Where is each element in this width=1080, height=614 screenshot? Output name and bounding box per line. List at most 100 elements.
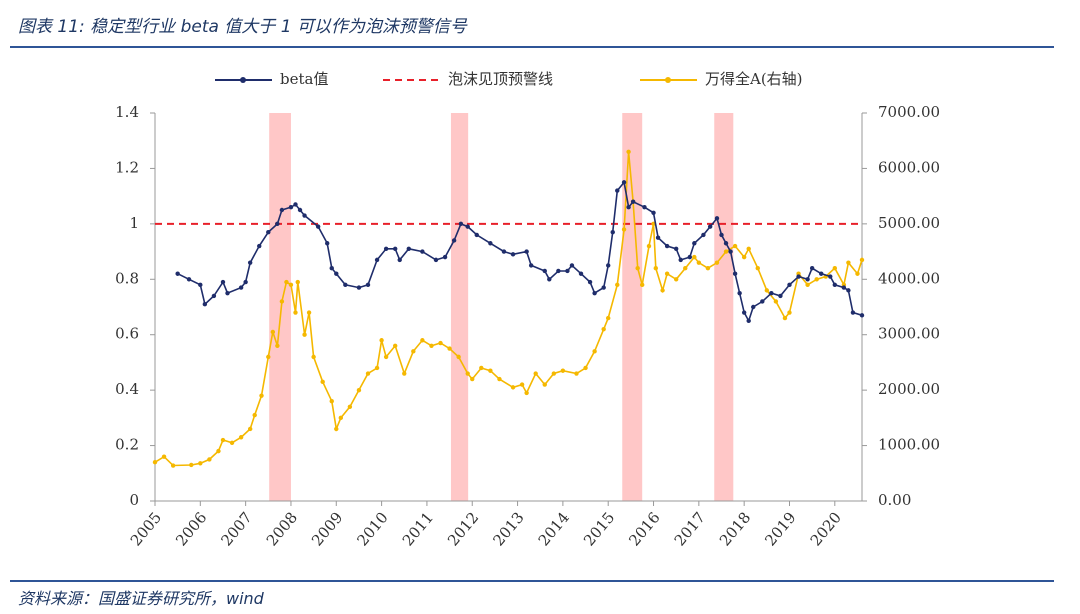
data-point (456, 354, 461, 360)
data-point (383, 246, 389, 251)
data-point (243, 279, 248, 285)
data-point (238, 435, 244, 440)
data-point (809, 266, 815, 271)
data-point (225, 290, 230, 296)
x-tick-label: 2011 (399, 509, 437, 550)
data-point (302, 213, 307, 218)
data-point (279, 207, 285, 213)
data-point (664, 243, 670, 249)
data-point (220, 437, 226, 443)
data-point (392, 246, 398, 251)
data-point (773, 299, 779, 304)
data-point (465, 224, 470, 229)
data-point (859, 313, 865, 318)
data-point (787, 282, 792, 288)
data-point (723, 249, 729, 254)
data-point (723, 241, 729, 246)
data-point (189, 462, 194, 468)
data-point (542, 268, 547, 274)
data-point (320, 379, 325, 385)
data-point (664, 271, 670, 276)
y-tick-label: 0.2 (115, 436, 139, 454)
data-point (266, 229, 271, 235)
data-point (696, 260, 702, 265)
data-point (673, 277, 679, 282)
chart: 0 0.2 0.4 0.6 0.8 1 1.2 1.4 0.00 1000.00 2000.00 30… (115, 70, 940, 550)
data-point (683, 266, 688, 271)
y2-tick-label: 7000.00 (878, 103, 940, 121)
data-point (551, 371, 557, 376)
data-point (660, 288, 665, 293)
bubble-band (622, 113, 643, 501)
data-point (855, 271, 860, 276)
data-point (202, 302, 208, 307)
data-point (288, 282, 294, 288)
data-point (805, 277, 810, 282)
data-point (687, 254, 692, 260)
data-point (626, 149, 631, 154)
data-point (374, 257, 380, 263)
data-point (343, 282, 348, 288)
source-note: 资料来源：国盛证券研究所，wind (18, 589, 264, 608)
data-point (524, 390, 529, 396)
data-point (615, 282, 620, 288)
data-point (302, 332, 307, 337)
x-tick-label: 2005 (127, 509, 165, 550)
data-point (569, 263, 575, 268)
data-point (542, 382, 547, 387)
x-tick-label: 2006 (172, 509, 210, 550)
data-point (365, 282, 371, 288)
data-point (678, 257, 683, 263)
x-tick-label: 2012 (444, 509, 482, 550)
header-rule (10, 46, 1054, 48)
data-point (411, 349, 416, 354)
data-point (610, 229, 615, 235)
data-point (347, 404, 353, 409)
data-point (198, 461, 203, 466)
x-tick-label: 2019 (761, 509, 799, 550)
legend-swatch (665, 77, 671, 83)
data-point (266, 354, 271, 360)
data-point (778, 293, 783, 299)
data-point (293, 310, 298, 315)
x-tick-label: 2015 (580, 509, 618, 550)
data-point (565, 268, 570, 274)
x-tick-label: 2013 (489, 509, 527, 550)
data-point (746, 246, 751, 251)
data-point (379, 338, 384, 343)
data-point (334, 426, 339, 432)
y-tick-label: 0 (129, 491, 139, 509)
data-point (433, 257, 439, 263)
data-point (846, 288, 851, 293)
data-point (630, 199, 636, 204)
y2-tick-label: 4000.00 (878, 269, 940, 287)
x-tick-label: 2017 (671, 509, 709, 550)
data-point (334, 271, 339, 276)
bubble-band (714, 113, 734, 501)
y2-tick-label: 6000.00 (878, 158, 940, 176)
data-point (556, 268, 561, 274)
data-point (692, 254, 697, 260)
data-point (315, 224, 321, 229)
data-point (497, 376, 502, 382)
data-point (288, 205, 294, 210)
data-point (152, 460, 158, 465)
data-point (653, 266, 658, 271)
data-point (782, 315, 788, 321)
data-point (639, 282, 645, 288)
data-point (329, 399, 334, 404)
x-tick-label: 2020 (807, 509, 845, 550)
data-point (642, 205, 647, 210)
x-tick-label: 2007 (217, 509, 255, 550)
y2-tick-label: 0.00 (878, 491, 911, 509)
data-point (356, 285, 362, 290)
data-point (592, 290, 597, 296)
data-point (216, 448, 221, 454)
x-tick-label: 2016 (625, 509, 663, 550)
data-point (760, 299, 765, 304)
data-point (465, 371, 470, 376)
data-point (474, 232, 479, 238)
data-point (615, 188, 620, 193)
data-point (356, 387, 362, 393)
legend-label: beta值 (280, 70, 328, 88)
